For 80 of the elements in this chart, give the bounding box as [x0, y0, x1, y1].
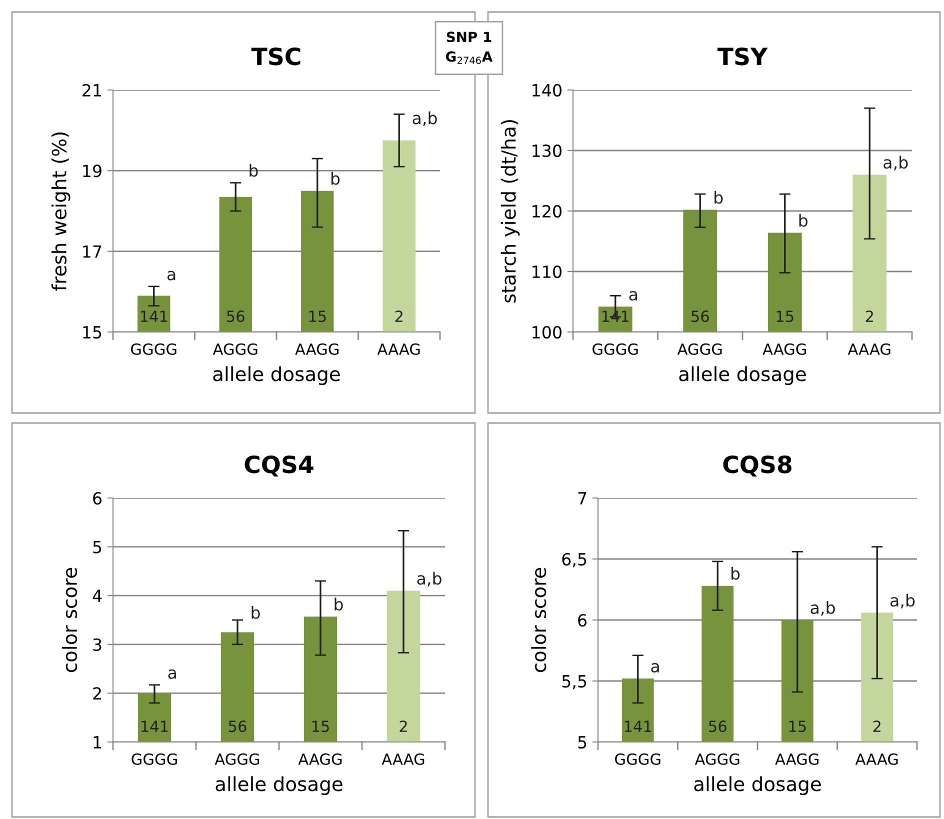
chart-title: TSY: [718, 47, 768, 66]
y-tick-label: 6,5: [562, 552, 586, 568]
x-tick-label: AAGG: [762, 343, 806, 355]
annotation: b: [731, 566, 740, 580]
y-tick-label: 2: [93, 687, 101, 700]
text: SNP 1 G$_{2746}$A: [446, 32, 493, 64]
annotation: b: [799, 214, 808, 227]
y-tick-label: 5: [93, 540, 102, 554]
annotation: 2: [395, 310, 402, 322]
x-axis-title: allele dosage: [213, 366, 340, 386]
annotation: 15: [312, 720, 329, 732]
annotation: 141: [140, 310, 168, 322]
annotation: a: [651, 662, 659, 673]
annotation: 56: [692, 310, 709, 322]
x-axis-title: allele dosage: [216, 776, 342, 796]
x-axis-title: allele dosage: [694, 776, 821, 796]
annotation: b: [252, 606, 260, 619]
y-tick-label: 19: [83, 164, 102, 178]
x-axis-title: allele dosage: [679, 366, 806, 386]
y-tick-label: 15: [83, 326, 102, 339]
y-tick-label: 130: [532, 144, 562, 158]
x-tick-label: AAAG: [855, 753, 898, 765]
x-tick-label: GGGG: [615, 753, 660, 765]
chart-title: CQS4: [244, 455, 314, 476]
x-tick-label: GGGG: [132, 753, 177, 765]
x-tick-label: AAAG: [382, 753, 424, 765]
annotation: a,b: [884, 156, 908, 170]
y-tick-label: 3: [93, 638, 102, 651]
x-tick-label: GGGG: [131, 343, 176, 355]
annotation: a,b: [890, 594, 915, 608]
annotation: 141: [624, 720, 652, 732]
y-tick-label: 5: [578, 736, 586, 749]
y-tick-label: 1: [94, 736, 102, 748]
x-tick-label: AAGG: [295, 343, 338, 355]
annotation: 15: [309, 310, 326, 322]
annotation: 56: [227, 310, 244, 322]
chart-title: TSC: [251, 47, 300, 66]
x-tick-label: AAAG: [848, 343, 890, 355]
y-tick-label: 6: [578, 614, 587, 627]
annotation: b: [714, 190, 723, 204]
annotation: a: [167, 270, 176, 280]
y-tick-label: 6: [93, 492, 102, 505]
x-tick-label: AAGG: [775, 753, 818, 765]
annotation: a: [168, 669, 176, 679]
x-tick-label: AGGG: [694, 753, 740, 765]
y-tick-label: 120: [532, 204, 562, 218]
y-axis-title: starch yield (dt/ha): [500, 120, 520, 303]
x-tick-label: GGGG: [592, 343, 638, 355]
annotation: 56: [228, 720, 246, 732]
annotation: 15: [776, 310, 794, 322]
annotation: a,b: [810, 601, 835, 616]
annotation: a,b: [417, 572, 442, 586]
annotation: 15: [789, 720, 806, 732]
x-tick-label: AAAG: [377, 343, 420, 355]
annotation: 2: [873, 720, 880, 732]
annotation: 141: [142, 720, 168, 732]
y-tick-label: 4: [92, 590, 102, 602]
x-tick-label: AGGG: [214, 753, 260, 765]
chart-title: CQS8: [723, 455, 792, 476]
y-axis-title: color score: [531, 568, 546, 672]
annotation: 56: [709, 720, 726, 732]
y-axis-title: color score: [62, 568, 78, 672]
x-tick-label: AAGG: [298, 753, 342, 765]
x-tick-label: AGGG: [677, 343, 722, 355]
annotation: b: [250, 164, 258, 177]
annotation: 2: [866, 310, 873, 322]
y-tick-label: 110: [532, 265, 562, 278]
x-tick-label: AGGG: [212, 343, 258, 355]
y-tick-label: 7: [578, 492, 586, 504]
annotation: b: [331, 172, 340, 185]
annotation: b: [334, 598, 343, 611]
annotation: 2: [400, 720, 407, 732]
y-tick-label: 21: [82, 84, 102, 96]
y-tick-label: 17: [83, 246, 102, 258]
y-tick-label: 5,5: [562, 675, 586, 690]
y-tick-label: 100: [532, 326, 562, 339]
y-tick-label: 140: [532, 84, 562, 97]
annotation: a: [629, 291, 638, 301]
y-axis-title: fresh weight (%): [51, 132, 70, 291]
annotation: a,b: [412, 111, 437, 126]
